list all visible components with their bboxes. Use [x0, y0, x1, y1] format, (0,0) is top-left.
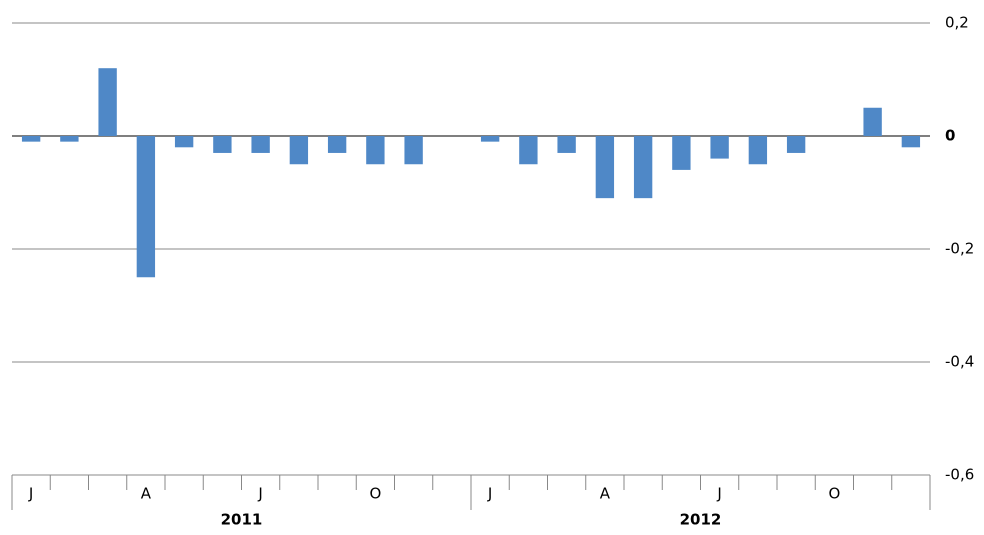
- x-tick-label: J: [28, 485, 33, 503]
- y-tick-label: 0: [945, 127, 955, 145]
- bar: [710, 136, 729, 159]
- bar: [289, 136, 309, 165]
- bar: [863, 107, 882, 136]
- x-group-label: 2012: [680, 511, 722, 529]
- bar: [251, 136, 270, 153]
- bar: [366, 136, 385, 165]
- bar: [404, 136, 423, 165]
- bar: [595, 136, 615, 199]
- x-tick-label: O: [369, 485, 381, 503]
- x-tick-label: A: [600, 485, 611, 503]
- x-tick-label: J: [257, 485, 262, 503]
- x-tick-label: A: [141, 485, 152, 503]
- bar: [98, 68, 117, 136]
- y-tick-label: -0,4: [945, 353, 974, 371]
- bar: [213, 136, 232, 153]
- y-tick-label: -0,6: [945, 466, 974, 484]
- bar: [480, 136, 500, 142]
- x-tick-label: O: [828, 485, 840, 503]
- bar: [327, 136, 347, 153]
- bar: [21, 136, 41, 142]
- bar: [136, 136, 156, 278]
- bar: [748, 136, 768, 165]
- y-tick-label: -0,2: [945, 240, 974, 258]
- bar: [672, 136, 691, 170]
- x-group-label: 2011: [221, 511, 263, 529]
- bar: [60, 136, 79, 142]
- bar: [633, 136, 653, 199]
- bar: [901, 136, 921, 148]
- bar: [519, 136, 538, 165]
- bar: [174, 136, 194, 148]
- x-tick-label: J: [487, 485, 492, 503]
- bar: [557, 136, 576, 153]
- x-tick-label: J: [716, 485, 721, 503]
- y-tick-label: 0,2: [945, 14, 969, 32]
- bar: [786, 136, 806, 153]
